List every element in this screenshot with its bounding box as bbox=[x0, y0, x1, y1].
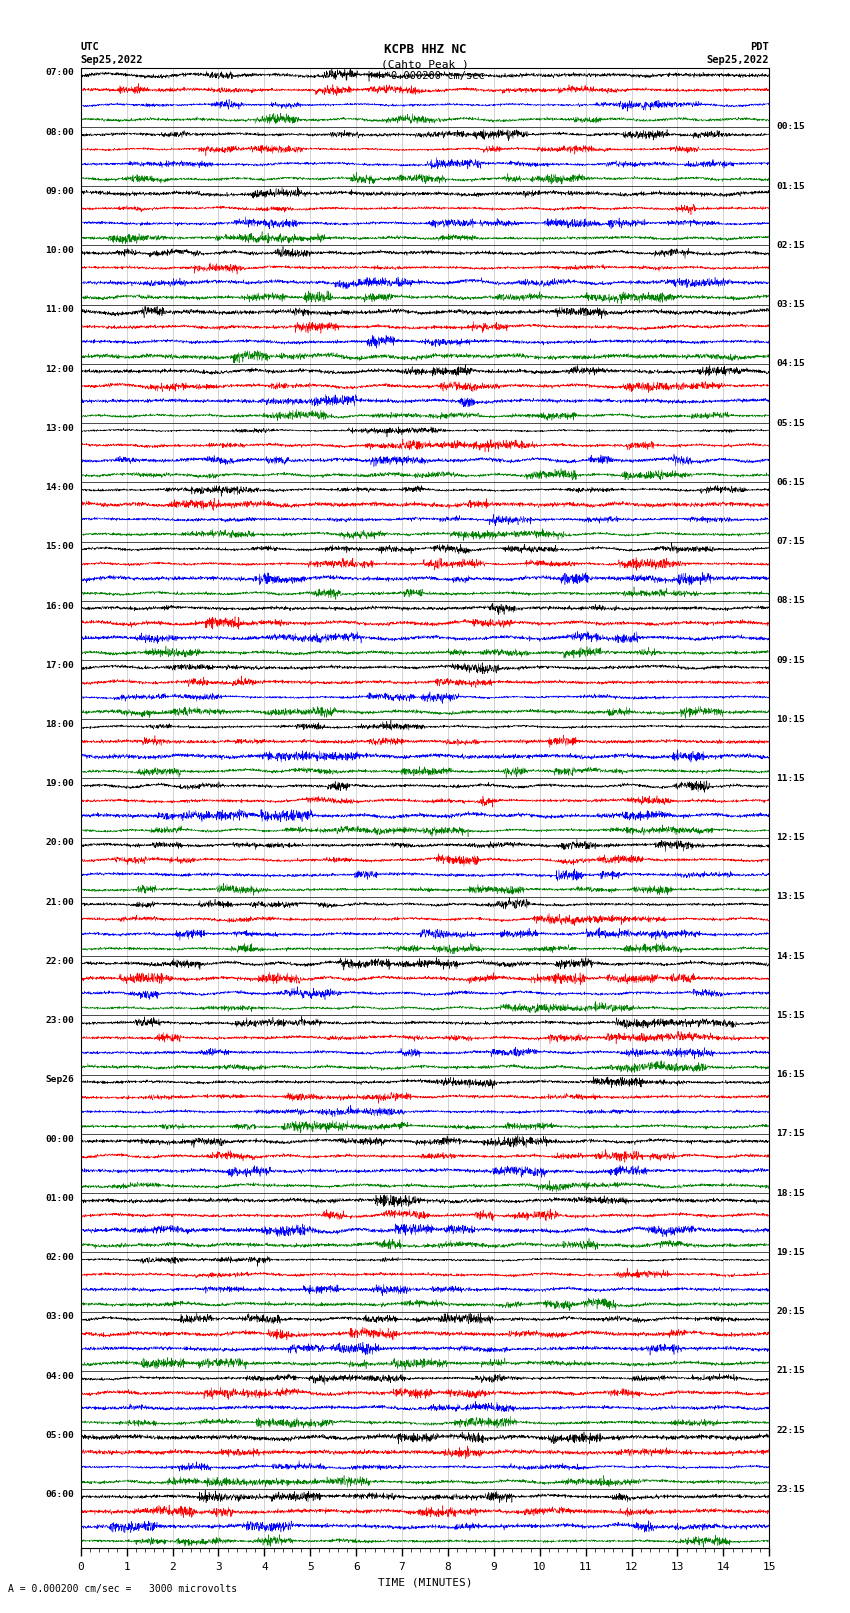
Text: 05:15: 05:15 bbox=[776, 419, 805, 427]
Text: 12:15: 12:15 bbox=[776, 834, 805, 842]
Text: 22:00: 22:00 bbox=[45, 957, 74, 966]
Text: 11:15: 11:15 bbox=[776, 774, 805, 782]
Text: Sep25,2022: Sep25,2022 bbox=[81, 55, 144, 65]
Text: Sep26: Sep26 bbox=[45, 1076, 74, 1084]
Text: 18:00: 18:00 bbox=[45, 719, 74, 729]
Text: 22:15: 22:15 bbox=[776, 1426, 805, 1434]
Text: 00:00: 00:00 bbox=[45, 1134, 74, 1144]
Text: 21:15: 21:15 bbox=[776, 1366, 805, 1376]
Text: 02:00: 02:00 bbox=[45, 1253, 74, 1261]
Text: 03:00: 03:00 bbox=[45, 1313, 74, 1321]
Text: 13:15: 13:15 bbox=[776, 892, 805, 902]
Text: 13:00: 13:00 bbox=[45, 424, 74, 432]
Text: 10:15: 10:15 bbox=[776, 715, 805, 724]
Text: Sep25,2022: Sep25,2022 bbox=[706, 55, 769, 65]
Text: 07:15: 07:15 bbox=[776, 537, 805, 547]
Text: 03:15: 03:15 bbox=[776, 300, 805, 310]
Text: 15:00: 15:00 bbox=[45, 542, 74, 552]
Text: 09:00: 09:00 bbox=[45, 187, 74, 195]
Text: 02:15: 02:15 bbox=[776, 240, 805, 250]
Text: 23:15: 23:15 bbox=[776, 1484, 805, 1494]
Text: 04:00: 04:00 bbox=[45, 1371, 74, 1381]
Text: 16:00: 16:00 bbox=[45, 602, 74, 611]
Text: 07:00: 07:00 bbox=[45, 68, 74, 77]
Text: 14:00: 14:00 bbox=[45, 482, 74, 492]
Text: 19:15: 19:15 bbox=[776, 1248, 805, 1257]
Text: | = 0.000200 cm/sec: | = 0.000200 cm/sec bbox=[366, 69, 484, 81]
Text: KCPB HHZ NC: KCPB HHZ NC bbox=[383, 44, 467, 56]
Text: 04:15: 04:15 bbox=[776, 360, 805, 368]
X-axis label: TIME (MINUTES): TIME (MINUTES) bbox=[377, 1578, 473, 1587]
Text: 21:00: 21:00 bbox=[45, 898, 74, 907]
Text: PDT: PDT bbox=[751, 42, 769, 52]
Text: 08:15: 08:15 bbox=[776, 597, 805, 605]
Text: 01:00: 01:00 bbox=[45, 1194, 74, 1203]
Text: 01:15: 01:15 bbox=[776, 182, 805, 190]
Text: 06:00: 06:00 bbox=[45, 1490, 74, 1498]
Text: (Cahto Peak ): (Cahto Peak ) bbox=[381, 60, 469, 69]
Text: 23:00: 23:00 bbox=[45, 1016, 74, 1026]
Text: 18:15: 18:15 bbox=[776, 1189, 805, 1197]
Text: 05:00: 05:00 bbox=[45, 1431, 74, 1440]
Text: 06:15: 06:15 bbox=[776, 477, 805, 487]
Text: 12:00: 12:00 bbox=[45, 365, 74, 374]
Text: 08:00: 08:00 bbox=[45, 127, 74, 137]
Text: 17:15: 17:15 bbox=[776, 1129, 805, 1139]
Text: A = 0.000200 cm/sec =   3000 microvolts: A = 0.000200 cm/sec = 3000 microvolts bbox=[8, 1584, 238, 1594]
Text: 14:15: 14:15 bbox=[776, 952, 805, 961]
Text: 09:15: 09:15 bbox=[776, 655, 805, 665]
Text: 16:15: 16:15 bbox=[776, 1069, 805, 1079]
Text: 10:00: 10:00 bbox=[45, 247, 74, 255]
Text: 19:00: 19:00 bbox=[45, 779, 74, 789]
Text: 11:00: 11:00 bbox=[45, 305, 74, 315]
Text: 17:00: 17:00 bbox=[45, 661, 74, 669]
Text: 20:15: 20:15 bbox=[776, 1307, 805, 1316]
Text: 00:15: 00:15 bbox=[776, 123, 805, 132]
Text: UTC: UTC bbox=[81, 42, 99, 52]
Text: 15:15: 15:15 bbox=[776, 1011, 805, 1019]
Text: 20:00: 20:00 bbox=[45, 839, 74, 847]
